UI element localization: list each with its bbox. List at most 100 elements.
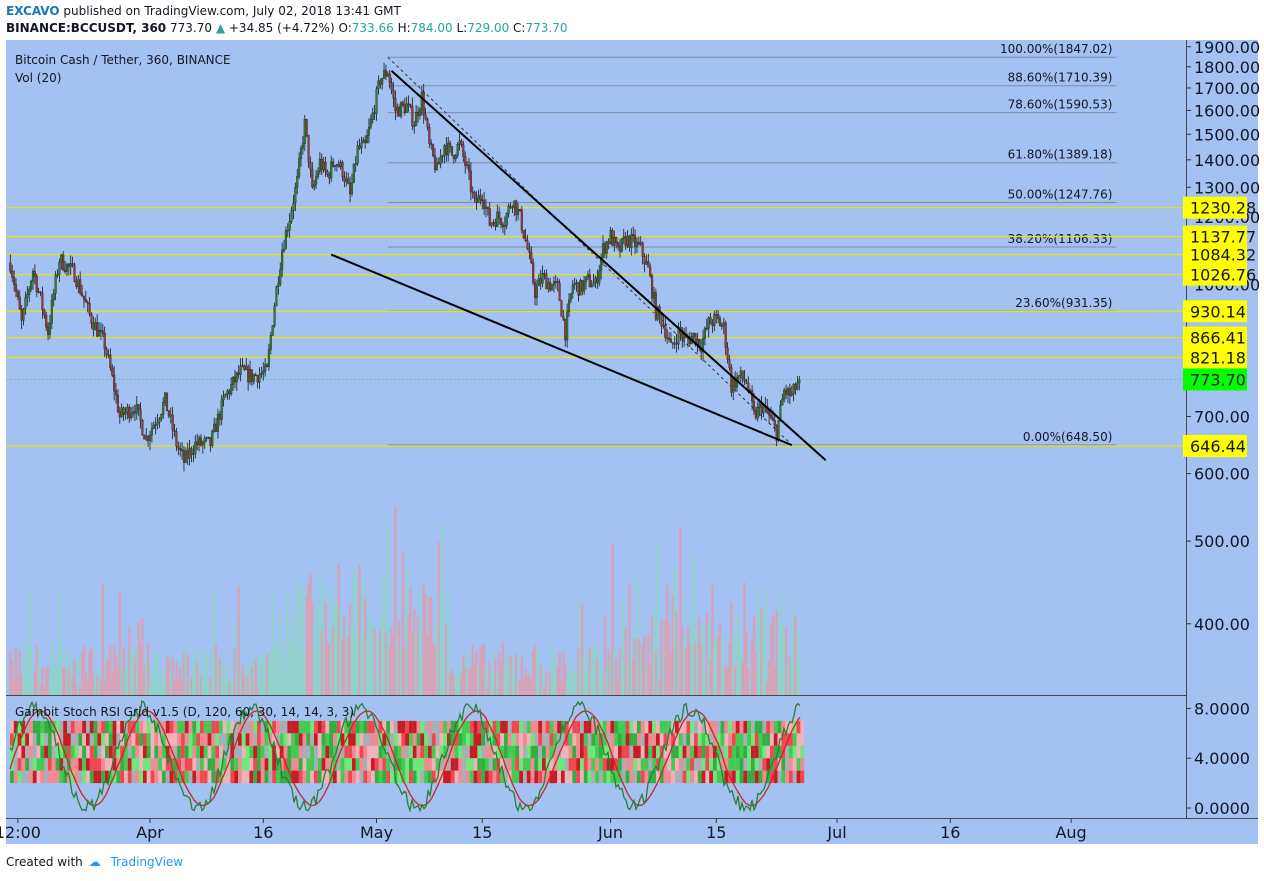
indicator-grid-cell — [393, 733, 398, 746]
indicator-grid-cell — [439, 733, 444, 746]
candle-body — [458, 140, 461, 145]
candle-body — [584, 276, 588, 282]
indicator-grid-cell — [568, 758, 573, 771]
indicator-grid-cell — [200, 758, 204, 771]
level-price-badge[interactable] — [1183, 326, 1247, 349]
candle-body — [45, 314, 48, 328]
candle-body — [566, 311, 569, 341]
candle-body — [250, 369, 253, 382]
volume-bar — [194, 668, 197, 695]
volume-bar — [554, 671, 558, 695]
level-price-badge[interactable] — [1183, 346, 1247, 369]
trendline-upper[interactable] — [390, 70, 827, 462]
indicator-grid-cell — [492, 745, 497, 759]
time-tick-label: 16 — [253, 823, 273, 842]
indicator-grid-cell — [390, 733, 394, 746]
candle-body — [668, 338, 671, 340]
volume-bar — [503, 665, 507, 695]
tradingview-brand-link[interactable]: TradingView — [110, 855, 184, 869]
candle-body — [175, 431, 178, 447]
candle-body — [705, 327, 708, 330]
low-label: L: — [456, 21, 468, 35]
volume-bar — [426, 635, 429, 695]
indicator-grid-cell — [321, 758, 326, 771]
indicator-grid-cell — [564, 770, 569, 784]
indicator-grid-cell — [374, 770, 379, 784]
volume-bar — [99, 678, 103, 695]
fib-level-label: 61.80%(1389.18) — [1008, 148, 1113, 162]
level-price-badge[interactable] — [1183, 263, 1247, 286]
indicator-grid-cell — [162, 720, 166, 734]
candle-body — [618, 246, 622, 252]
candle-body — [586, 274, 589, 277]
indicator-grid-cell — [690, 733, 694, 746]
indicator-grid-cell — [260, 733, 265, 746]
candle-body — [54, 274, 57, 294]
indicator-grid-cell — [302, 758, 307, 771]
indicator-grid-cell — [576, 758, 580, 771]
volume-bar — [662, 654, 665, 695]
trendline-lower[interactable] — [330, 253, 793, 447]
level-price-badge[interactable] — [1183, 435, 1247, 458]
candle-body — [630, 234, 633, 248]
indicator-grid-cell — [637, 745, 641, 759]
candle-body — [651, 275, 654, 299]
volume-bar — [505, 652, 508, 695]
candle-body — [288, 220, 291, 231]
indicator-grid-cell — [663, 745, 668, 759]
indicator-grid-cell — [215, 745, 219, 759]
indicator-grid-cell — [333, 770, 337, 784]
indicator-grid-cell — [143, 720, 147, 734]
candle-body — [477, 195, 480, 203]
volume-bar — [777, 642, 780, 695]
candle-body — [743, 378, 746, 382]
candle-body — [248, 369, 252, 383]
level-price-badge[interactable] — [1183, 243, 1247, 266]
volume-bar — [681, 625, 684, 695]
candle-body — [33, 270, 36, 277]
indicator-grid-cell — [466, 733, 470, 746]
indicator-grid-cell — [754, 733, 759, 746]
indicator-grid-cell — [800, 733, 805, 746]
indicator-grid-cell — [363, 770, 368, 784]
candle-body — [341, 162, 344, 178]
indicator-grid-cell — [530, 720, 535, 734]
last-price-badge[interactable] — [1183, 368, 1247, 391]
candle-body — [413, 125, 416, 127]
indicator-grid-cell — [416, 770, 421, 784]
candle-body — [768, 412, 771, 416]
indicator-grid-cell — [606, 720, 611, 734]
indicator-grid-cell — [568, 770, 573, 784]
indicator-grid-cell — [245, 720, 250, 734]
candle-body — [496, 211, 499, 227]
indicator-grid-cell — [367, 758, 371, 771]
indicator-grid-cell — [200, 770, 204, 784]
candle-body — [605, 241, 608, 254]
footer: Created with ☁ TradingView — [6, 855, 183, 869]
level-price-label: 646.44 — [1190, 437, 1246, 456]
candle-body — [220, 399, 223, 420]
volume-bar — [711, 585, 714, 695]
volume-bar — [522, 679, 525, 695]
level-price-badge[interactable] — [1183, 300, 1247, 323]
fib-level-label: 78.60%(1590.53) — [1008, 98, 1113, 112]
volume-bar — [531, 650, 535, 695]
price-tick-label: 1900.00 — [1194, 38, 1260, 57]
volume-bar — [594, 642, 597, 695]
indicator-grid-cell — [112, 733, 117, 746]
indicator-grid-cell — [355, 770, 360, 784]
indicator-grid-cell — [773, 770, 778, 784]
candle-body — [90, 314, 93, 324]
price-axis[interactable]: 1900.001800.001700.001600.001500.001400.… — [1183, 38, 1260, 818]
level-price-badge[interactable] — [1183, 225, 1247, 248]
candle-body — [420, 92, 423, 111]
trendlines[interactable] — [330, 70, 827, 462]
level-price-badge[interactable] — [1183, 196, 1247, 219]
indicator-grid-cell — [602, 745, 607, 759]
indicator-grid-cell — [637, 733, 641, 746]
indicator-grid-cell — [773, 745, 778, 759]
author-name[interactable]: EXCAVO — [6, 4, 60, 18]
candle-body — [162, 402, 165, 415]
